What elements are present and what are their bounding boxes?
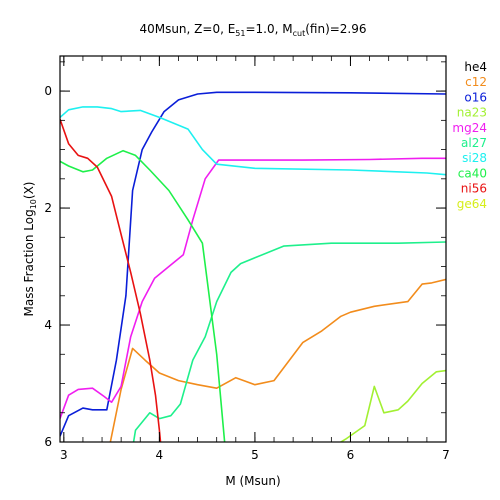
x-tick-label: 4	[156, 448, 164, 462]
axes-layer	[59, 55, 447, 443]
chart-title: 40Msun, Z=0, E51=1.0, Mcut(fin)=2.96	[139, 22, 366, 38]
legend-item-si28: si28	[462, 151, 487, 165]
y-tick-label: 0	[44, 84, 52, 98]
legend-item-al27: al27	[461, 136, 487, 150]
series-line-ca40	[60, 149, 226, 442]
legend-item-na23: na23	[457, 106, 487, 120]
y-tick-label: 4	[44, 318, 52, 332]
series-line-mg24	[60, 157, 446, 419]
legend-item-mg24: mg24	[452, 121, 487, 135]
series-layer	[60, 91, 446, 442]
legend-item-c12: c12	[465, 75, 487, 89]
series-line-al27	[132, 241, 446, 442]
series-line-ni56	[60, 118, 162, 442]
x-tick-label: 7	[442, 448, 450, 462]
x-tick-label: 6	[347, 448, 355, 462]
legend-item-ni56: ni56	[461, 182, 487, 196]
legend-item-o16: o16	[464, 90, 487, 104]
legend-item-ca40: ca40	[458, 166, 487, 180]
x-tick-label: 5	[251, 448, 259, 462]
series-line-na23	[339, 369, 446, 442]
plot-frame	[59, 55, 447, 443]
series-line-o16	[60, 91, 446, 437]
legend-item-he4: he4	[464, 60, 487, 74]
y-tick-label: 2	[44, 201, 52, 215]
tick-labels: 3 4 5 6 7 0 2 4 6	[44, 84, 449, 462]
x-tick-label: 3	[60, 448, 68, 462]
y-tick-label: 6	[44, 435, 52, 449]
x-axis-label: M (Msun)	[225, 474, 280, 488]
series-line-c12	[109, 278, 446, 442]
series-line-si28	[60, 106, 446, 176]
y-axis-label: Mass Fraction Log10(X)	[22, 182, 38, 317]
legend-item-ge64: ge64	[457, 197, 487, 211]
